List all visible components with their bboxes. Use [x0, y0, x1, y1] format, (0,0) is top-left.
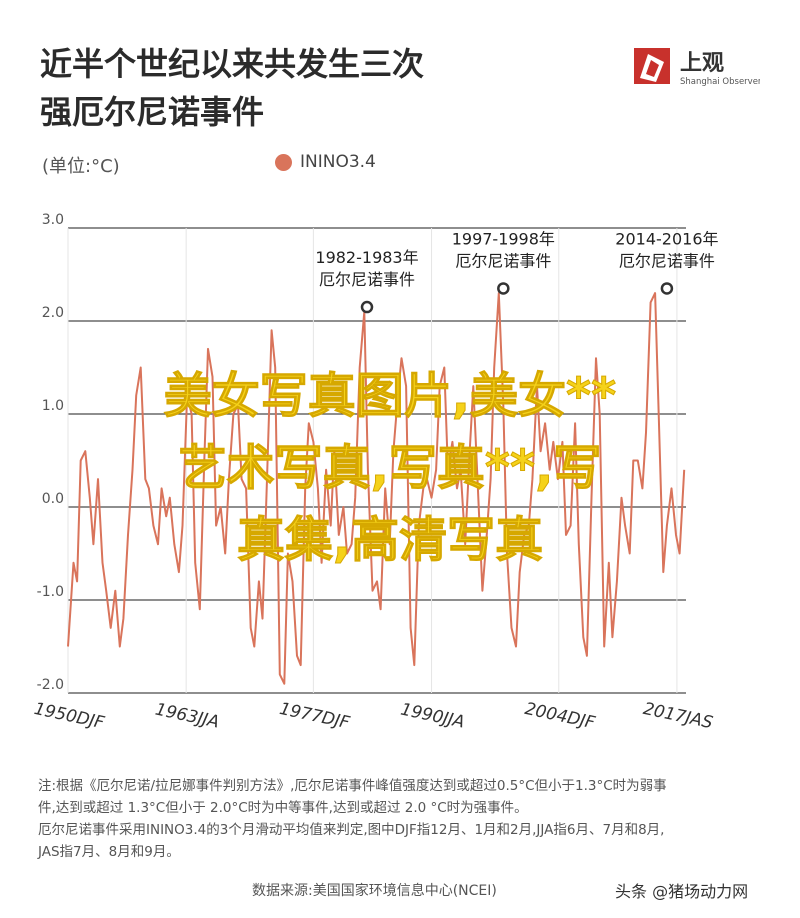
x-tick-label: 1963JJA: [153, 700, 221, 733]
enso-line-chart: 3.02.01.00.0-1.0-2.0 1982-1983年厄尔尼诺事件199…: [32, 212, 719, 733]
legend-dot-icon: [275, 153, 292, 171]
footnote-line-1: 注:根据《厄尔尼诺/拉尼娜事件判别方法》,厄尔尼诺事件峰值强度达到或超过0.5°…: [38, 778, 667, 794]
x-tick-label: 2017JAS: [641, 699, 715, 733]
data-source: 数据来源:美国国家环境信息中心(NCEI): [252, 883, 497, 899]
chart-title: 近半个世纪以来共发生三次 强厄尔尼诺事件: [40, 40, 424, 136]
annotation-label: 厄尔尼诺事件: [619, 251, 715, 270]
y-tick-label: 3.0: [42, 212, 64, 228]
x-tick-label: 1950DJF: [32, 699, 106, 733]
x-axis-ticks: 1950DJF 1963JJA 1977DJF 1990JJA 2004DJF 2017J…: [32, 699, 715, 733]
y-tick-label: 1.0: [42, 398, 64, 414]
footnote-line-2: 件,达到或超过 1.3°C但小于 2.0°C时为中等事件,达到或超过 2.0 °…: [38, 800, 528, 816]
y-tick-label: -2.0: [37, 677, 64, 693]
logo-subtitle: Shanghai Observer: [680, 77, 760, 87]
logo-name: 上观: [680, 51, 724, 76]
x-tick-label: 1977DJF: [278, 699, 352, 733]
annotation-label: 厄尔尼诺事件: [455, 251, 551, 270]
y-axis-ticks: 3.0 2.0 1.0 0.0 -1.0 -2.0: [37, 212, 64, 693]
footnote-line-4: JAS指7月、8月和9月。: [38, 844, 180, 860]
x-tick-label: 2004DJF: [523, 699, 597, 733]
annotation-label: 1982-1983年: [315, 248, 418, 267]
y-tick-label: 0.0: [42, 491, 64, 507]
y-tick-label: -1.0: [37, 584, 64, 600]
chart-title-line-1: 近半个世纪以来共发生三次: [40, 45, 425, 83]
watermark-credit: 头条 @猪场动力网: [615, 882, 749, 901]
legend: ININO3.4: [275, 152, 376, 172]
series-line-inino34: [67, 292, 686, 685]
x-tick-label: 1990JJA: [399, 700, 467, 733]
annotation-label: 厄尔尼诺事件: [319, 270, 415, 289]
annotation-marker: [360, 300, 374, 314]
annotation-marker: [497, 282, 510, 295]
annotation-label: 2014-2016年: [615, 229, 718, 248]
y-tick-label: 2.0: [42, 305, 64, 321]
shanghai-observer-logo: 上观 Shanghai Observer: [634, 48, 760, 87]
unit-label: (单位:°C): [42, 156, 120, 177]
footnote-line-3: 厄尔尼诺事件采用ININO3.4的3个月滑动平均值来判定,图中DJF指12月、1…: [38, 822, 665, 838]
series-layer: [67, 292, 686, 685]
grid-lines: [67, 227, 686, 694]
annotation-marker: [660, 282, 674, 295]
chart-title-line-2: 强厄尔尼诺事件: [40, 93, 265, 131]
annotations-layer: 1982-1983年厄尔尼诺事件1997-1998年厄尔尼诺事件2014-201…: [315, 229, 719, 314]
annotation-label: 1997-1998年: [452, 229, 555, 248]
footnote: 注:根据《厄尔尼诺/拉尼娜事件判别方法》,厄尔尼诺事件峰值强度达到或超过0.5°…: [38, 775, 768, 863]
legend-label: ININO3.4: [300, 152, 376, 172]
